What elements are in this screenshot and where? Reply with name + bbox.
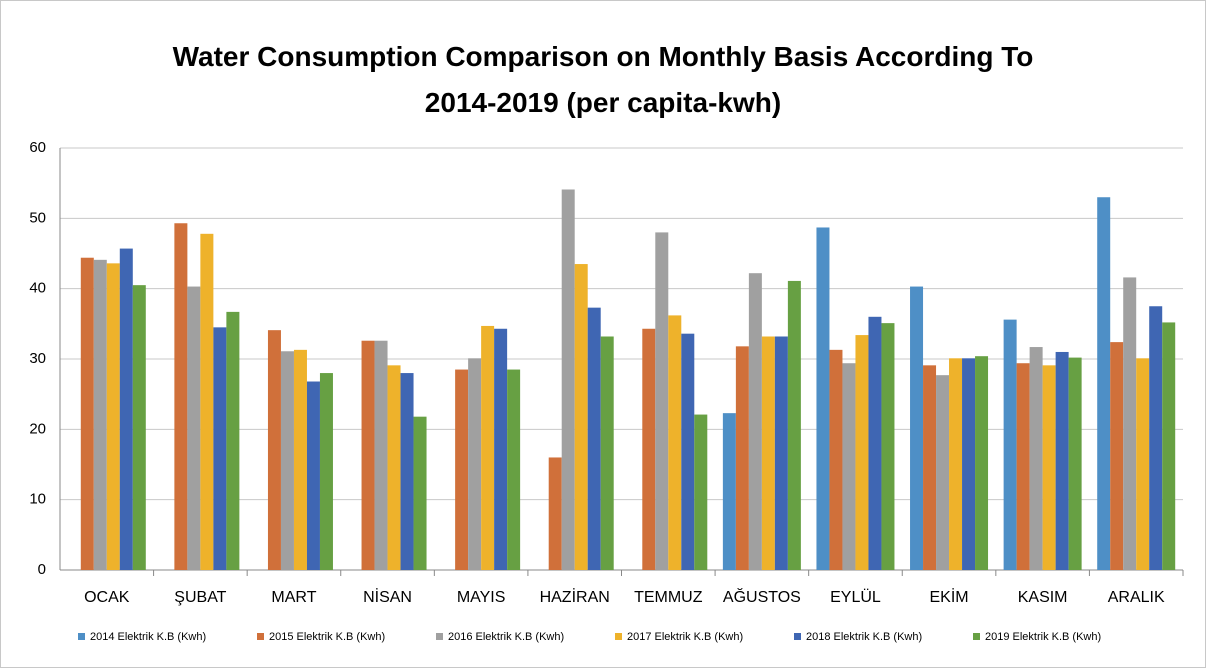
bar: [548, 457, 562, 570]
legend-label: 2015 Elektrik K.B (Kwh): [269, 631, 385, 643]
bar: [722, 413, 736, 570]
bar: [1055, 351, 1069, 570]
x-tick-label: OCAK: [84, 589, 130, 606]
bar: [1068, 357, 1082, 570]
bar: [842, 363, 856, 570]
bar: [494, 328, 508, 570]
bar: [481, 325, 495, 570]
bar: [694, 414, 708, 570]
bar: [910, 286, 924, 570]
bar: [413, 416, 427, 570]
x-tick-label: TEMMUZ: [634, 589, 703, 606]
y-tick-label: 40: [29, 280, 46, 297]
y-tick-label: 0: [38, 561, 46, 578]
bar: [655, 232, 669, 570]
bar: [267, 330, 281, 570]
x-tick-label: HAZİRAN: [540, 587, 610, 606]
x-tick-label: ARALIK: [1108, 589, 1165, 606]
bar: [668, 315, 682, 570]
bar: [600, 336, 614, 570]
bar: [1110, 342, 1124, 570]
bar: [374, 340, 388, 570]
legend-label: 2019 Elektrik K.B (Kwh): [985, 631, 1101, 643]
x-tick-label: ŞUBAT: [174, 589, 226, 606]
bar: [293, 349, 307, 570]
y-tick-label: 30: [29, 350, 46, 367]
bar: [507, 369, 521, 570]
bar: [306, 381, 320, 570]
bar: [1029, 347, 1043, 570]
bar: [735, 346, 749, 570]
title-box: Water Consumption Comparison on Monthly …: [0, 34, 1206, 126]
bar: [975, 356, 989, 570]
legend-label: 2017 Elektrik K.B (Kwh): [627, 631, 743, 643]
legend-label: 2014 Elektrik K.B (Kwh): [90, 631, 206, 643]
bar: [1016, 363, 1030, 570]
bar: [226, 311, 240, 570]
bar: [468, 358, 482, 570]
y-tick-label: 50: [29, 209, 46, 226]
x-tick-label: AĞUSTOS: [723, 587, 801, 606]
bar: [1149, 306, 1163, 570]
x-tick-label: MAYIS: [457, 589, 506, 606]
bar: [936, 375, 950, 570]
bar: [400, 373, 414, 570]
bar: [174, 223, 188, 571]
bar: [200, 233, 214, 570]
y-tick-label: 10: [29, 491, 46, 508]
bar: [787, 280, 801, 570]
legend-marker: [436, 633, 443, 640]
bar: [748, 273, 762, 570]
bar: [1042, 365, 1056, 570]
x-tick-label: EKİM: [929, 587, 968, 606]
bar: [319, 373, 333, 570]
bar: [213, 327, 227, 570]
y-tick-label: 20: [29, 420, 46, 437]
legend-label: 2016 Elektrik K.B (Kwh): [448, 631, 564, 643]
x-tick-label: KASIM: [1018, 589, 1068, 606]
bar: [187, 286, 201, 570]
bar: [106, 263, 120, 570]
bar: [1136, 358, 1150, 570]
bar: [642, 328, 656, 570]
legend-marker: [78, 633, 85, 640]
bar: [1003, 319, 1017, 570]
bar: [561, 189, 575, 570]
bar: [587, 307, 601, 570]
bar: [93, 259, 107, 570]
x-tick-label: MART: [271, 589, 316, 606]
bar: [119, 248, 133, 570]
bar: [387, 365, 401, 570]
bar: [455, 369, 469, 570]
bar: [881, 323, 895, 570]
x-tick-label: EYLÜL: [830, 588, 881, 606]
legend-marker: [973, 633, 980, 640]
bar: [1123, 277, 1137, 570]
bar: [361, 340, 375, 570]
bar: [681, 333, 695, 570]
bar: [132, 285, 146, 570]
legend-marker: [257, 633, 264, 640]
bar: [280, 351, 294, 570]
bar: [1097, 197, 1111, 570]
legend-marker: [615, 633, 622, 640]
y-tick-label: 60: [29, 139, 46, 156]
bar: [80, 257, 94, 570]
legend-marker: [794, 633, 801, 640]
bar: [774, 336, 788, 570]
legend-label: 2018 Elektrik K.B (Kwh): [806, 631, 922, 643]
bar: [962, 358, 976, 570]
chart-title: Water Consumption Comparison on Monthly …: [172, 41, 1034, 118]
bar: [829, 349, 843, 570]
bar: [923, 365, 937, 570]
bar: [868, 316, 882, 570]
bar: [855, 335, 869, 570]
bar: [1162, 322, 1176, 570]
bar: [574, 264, 588, 570]
bar: [949, 358, 963, 570]
bar: [761, 336, 775, 570]
x-tick-label: NİSAN: [363, 587, 412, 606]
bar: [816, 227, 830, 570]
